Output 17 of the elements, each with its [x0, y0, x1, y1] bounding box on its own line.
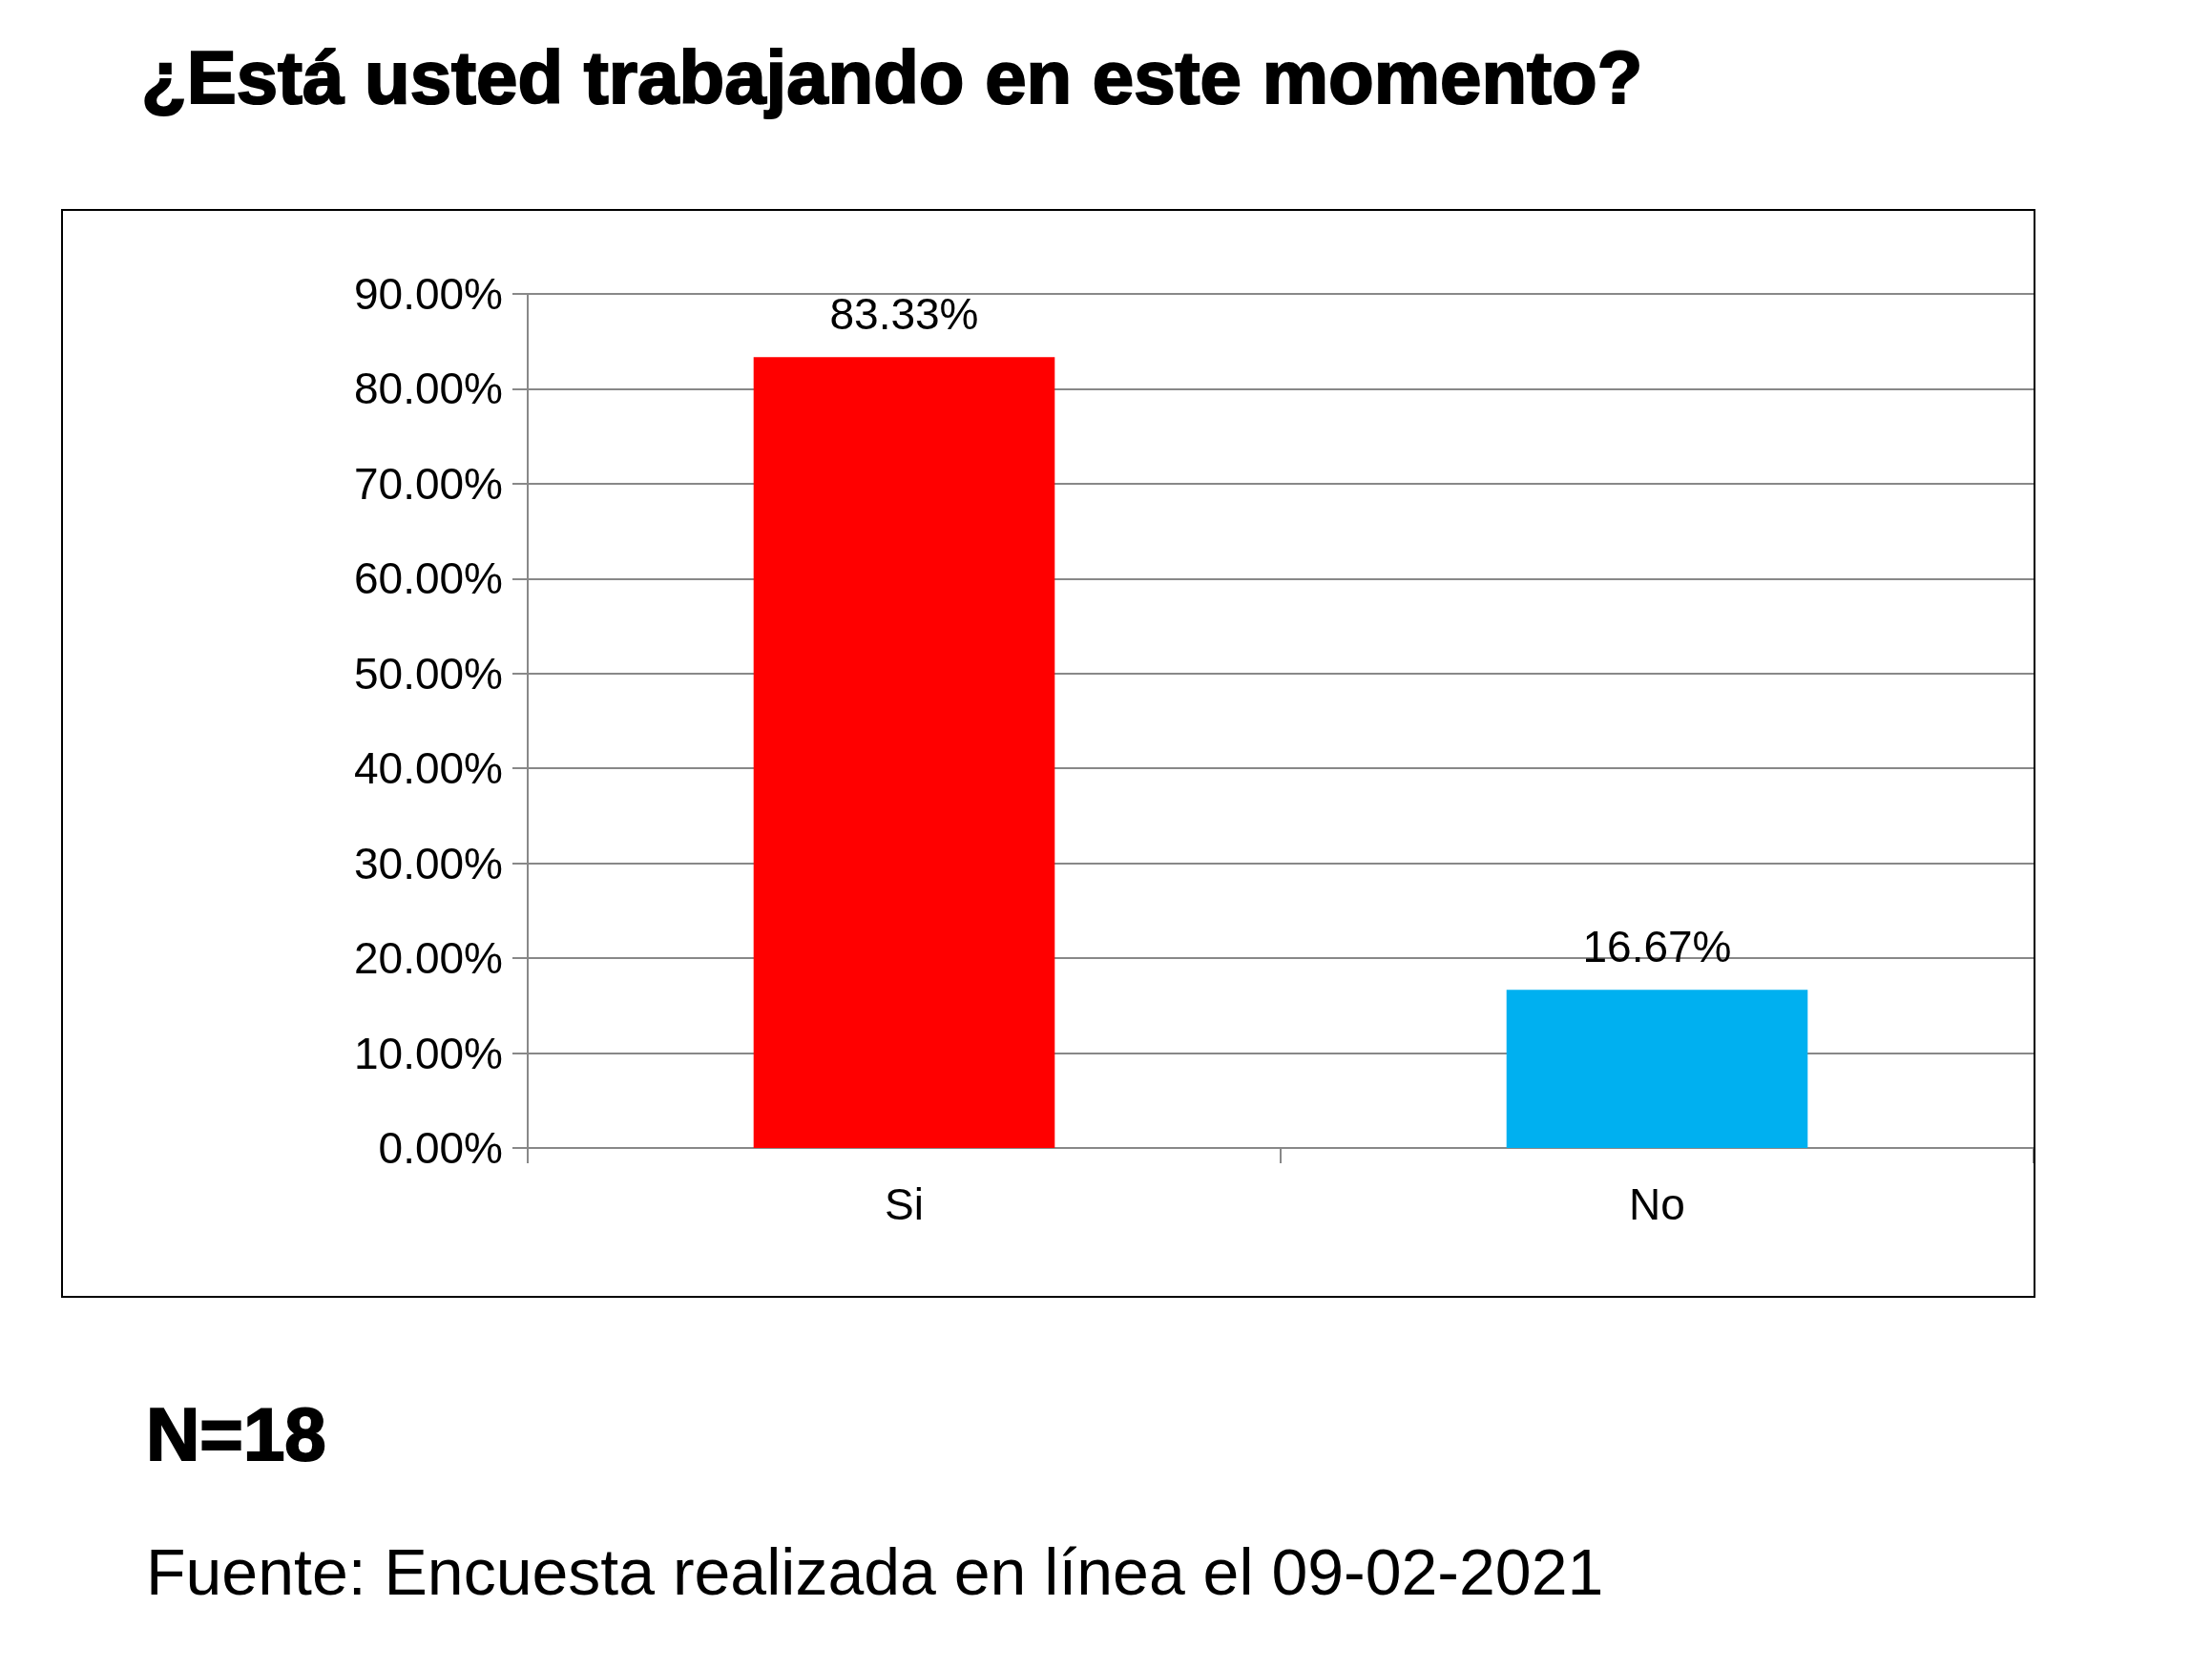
text: N=18: [146, 1391, 326, 1478]
source-note: Fuente: Encuesta realizada en línea el 09-02-2021: [146, 1534, 1604, 1609]
data-label: 83.33%: [829, 289, 979, 340]
y-tick-label: 60.00%: [353, 553, 503, 604]
x-tick-label: Si: [885, 1179, 924, 1229]
y-tick-label: 10.00%: [353, 1028, 503, 1078]
y-tick-label: 30.00%: [353, 838, 503, 888]
y-tick-label: 50.00%: [353, 648, 503, 699]
x-tick-label: No: [1629, 1179, 1685, 1229]
y-tick-label: 40.00%: [353, 743, 503, 794]
y-tick-label: 80.00%: [353, 364, 503, 414]
y-tick-label: 20.00%: [353, 933, 503, 984]
data-label: 16.67%: [1582, 922, 1732, 972]
y-tick-label: 90.00%: [353, 269, 503, 319]
y-tick-label: 70.00%: [353, 458, 503, 509]
chart-title: ¿Está usted trabajando en este momento?: [141, 34, 1643, 121]
y-tick-label: 0.00%: [378, 1123, 503, 1173]
